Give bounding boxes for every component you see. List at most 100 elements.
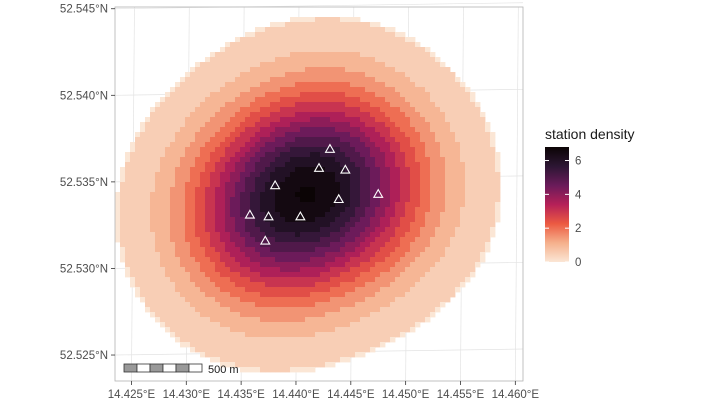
density-cell [440, 212, 446, 218]
density-cell [155, 207, 161, 213]
density-cell [450, 227, 456, 233]
density-cell [435, 112, 441, 118]
density-cell [255, 257, 261, 263]
density-cell [405, 62, 411, 68]
density-cell [305, 142, 311, 148]
density-cell [165, 312, 171, 318]
density-cell [380, 47, 386, 53]
density-cell [310, 117, 316, 123]
density-cell [355, 82, 361, 88]
density-cell [400, 177, 406, 183]
density-cell [115, 227, 121, 233]
density-cell [475, 162, 481, 168]
density-cell [330, 337, 336, 343]
density-cell [355, 152, 361, 158]
density-cell [245, 77, 251, 83]
density-cell [470, 187, 476, 193]
density-cell [210, 207, 216, 213]
density-cell [175, 117, 181, 123]
density-cell [220, 297, 226, 303]
density-cell [445, 92, 451, 98]
density-cell [230, 247, 236, 253]
density-cell [180, 192, 186, 198]
density-cell [305, 292, 311, 298]
density-cell [420, 92, 426, 98]
density-cell [330, 202, 336, 208]
density-cell [190, 327, 196, 333]
density-cell [385, 307, 391, 313]
density-cell [250, 342, 256, 348]
density-cell [390, 147, 396, 153]
density-cell [225, 282, 231, 288]
density-cell [460, 247, 466, 253]
density-cell [250, 47, 256, 53]
density-cell [460, 127, 466, 133]
density-cell [465, 182, 471, 188]
density-cell [135, 197, 141, 203]
density-cell [145, 257, 151, 263]
density-cell [200, 132, 206, 138]
density-cell [480, 227, 486, 233]
density-cell [220, 192, 226, 198]
density-cell [460, 267, 466, 273]
density-cell [425, 232, 431, 238]
density-cell [295, 107, 301, 113]
density-cell [200, 212, 206, 218]
density-cell [325, 122, 331, 128]
density-cell [430, 92, 436, 98]
density-cell [195, 97, 201, 103]
density-cell [445, 202, 451, 208]
density-cell [175, 102, 181, 108]
density-cell [345, 92, 351, 98]
density-cell [370, 107, 376, 113]
density-cell [195, 197, 201, 203]
density-cell [315, 182, 321, 188]
density-cell [380, 112, 386, 118]
density-cell [225, 127, 231, 133]
density-cell [245, 142, 251, 148]
density-cell [355, 177, 361, 183]
density-cell [165, 222, 171, 228]
density-cell [200, 117, 206, 123]
density-cell [200, 302, 206, 308]
density-cell [245, 322, 251, 328]
density-cell [265, 367, 271, 373]
density-cell [295, 147, 301, 153]
density-cell [395, 187, 401, 193]
density-cell [235, 117, 241, 123]
density-cell [340, 257, 346, 263]
density-cell [325, 262, 331, 268]
density-cell [240, 252, 246, 258]
density-cell [195, 282, 201, 288]
density-cell [300, 262, 306, 268]
density-cell [310, 172, 316, 178]
density-cell [190, 127, 196, 133]
density-cell [160, 137, 166, 143]
density-cell [400, 157, 406, 163]
density-cell [325, 247, 331, 253]
density-cell [490, 182, 496, 188]
density-cell [220, 67, 226, 73]
density-cell [295, 77, 301, 83]
density-cell [415, 42, 421, 48]
density-cell [410, 207, 416, 213]
density-cell [375, 297, 381, 303]
density-cell [220, 302, 226, 308]
density-cell [180, 312, 186, 318]
density-cell [485, 222, 491, 228]
density-cell [185, 322, 191, 328]
density-cell [420, 262, 426, 268]
density-cell [255, 202, 261, 208]
density-cell [335, 137, 341, 143]
density-cell [275, 122, 281, 128]
density-cell [400, 232, 406, 238]
density-cell [455, 147, 461, 153]
density-cell [380, 147, 386, 153]
density-cell [385, 67, 391, 73]
density-cell [140, 137, 146, 143]
density-cell [180, 147, 186, 153]
density-cell [290, 292, 296, 298]
density-cell [115, 237, 121, 243]
density-cell [155, 202, 161, 208]
density-cell [225, 192, 231, 198]
